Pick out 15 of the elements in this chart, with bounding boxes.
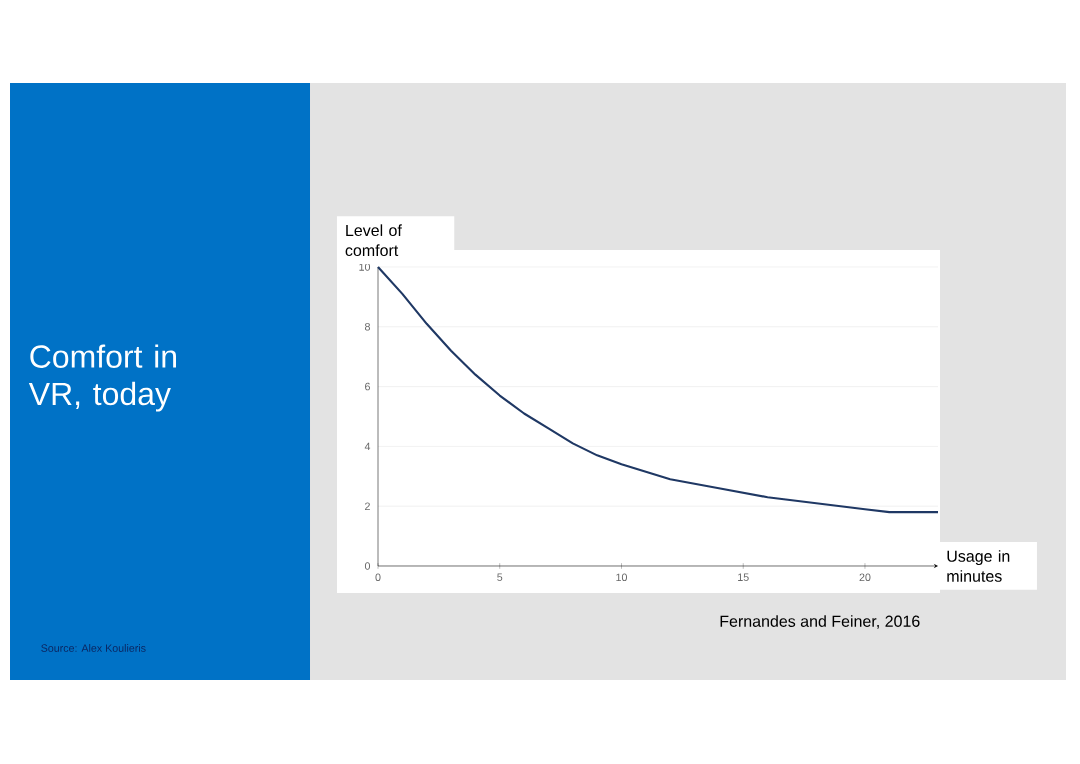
y-tick-label: 2 — [365, 502, 370, 510]
text: Fernandes and Feiner, 2016 — [720, 615, 920, 629]
y-axis-title: Level of comfort — [345, 224, 402, 257]
text: Comfort in VR, today — [28, 344, 176, 412]
x-tick-label: 10 — [616, 573, 628, 582]
y-tick-label: 4 — [364, 442, 371, 451]
source-note: Source: Alex Koulieris — [41, 644, 146, 652]
x-tick-label: 15 — [738, 573, 749, 581]
x-tick-label: 0 — [375, 573, 381, 582]
x-tick-label: 5 — [497, 573, 503, 581]
y-tick-label: 6 — [365, 382, 370, 391]
y-tick-label: 8 — [364, 323, 370, 331]
x-tick-label: 20 — [859, 573, 871, 582]
y-tick-label: 0 — [364, 562, 371, 570]
x-axis-title: Usage in minutes — [947, 550, 1010, 582]
